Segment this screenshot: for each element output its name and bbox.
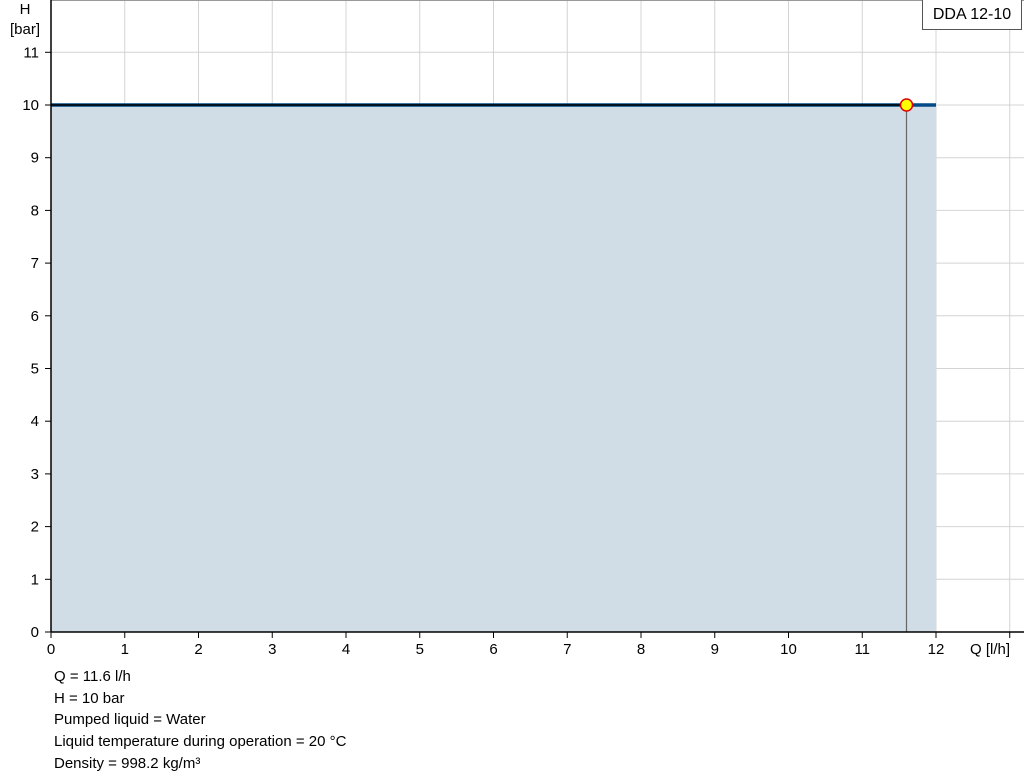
x-tick-label: 9 (711, 641, 719, 658)
x-tick-label: 4 (342, 641, 350, 658)
x-tick-label: 7 (563, 641, 571, 658)
y-tick-label: 2 (31, 519, 39, 536)
x-tick-label: 2 (194, 641, 202, 658)
y-tick-label: 9 (31, 150, 39, 167)
x-tick-label: 6 (489, 641, 497, 658)
x-tick-label: 12 (928, 641, 945, 658)
x-tick-label: 3 (268, 641, 276, 658)
legend: DDA 12-10 (922, 0, 1022, 30)
curve-area (51, 105, 936, 632)
info-density: Density = 998.2 kg/m³ (54, 754, 201, 772)
y-tick-label: 10 (22, 97, 39, 114)
y-tick-label: 6 (31, 308, 39, 325)
info-flow: Q = 11.6 l/h (54, 668, 131, 685)
x-tick-label: 11 (854, 641, 870, 658)
x-tick-label: 8 (637, 641, 645, 658)
info-liquid: Pumped liquid = Water (54, 711, 206, 729)
x-tick-label: 5 (416, 641, 424, 658)
y-tick-label: 1 (31, 571, 39, 588)
y-tick-label: 11 (23, 44, 39, 61)
info-head: H = 10 bar (54, 689, 125, 707)
y-tick-label: 7 (31, 255, 39, 272)
x-tick-label: 10 (780, 641, 797, 658)
y-axis-label-unit: [bar] (10, 21, 40, 38)
y-axis-label-h: H (20, 1, 31, 18)
y-tick-label: 3 (31, 466, 39, 483)
operating-point (899, 98, 914, 112)
operating-info: Q = 11.6 l/h H = 10 bar Pumped liquid = … (54, 666, 346, 775)
info-temperature: Liquid temperature during operation = 20… (54, 733, 347, 751)
y-tick-label: 8 (31, 202, 39, 219)
x-tick-label: 0 (47, 641, 55, 658)
y-tick-label: 5 (31, 361, 39, 378)
y-tick-label: 4 (31, 413, 39, 430)
x-axis-label: Q [l/h] (970, 641, 1010, 658)
x-tick-label: 1 (121, 641, 129, 658)
y-tick-label: 0 (31, 624, 39, 641)
marks (51, 98, 936, 632)
